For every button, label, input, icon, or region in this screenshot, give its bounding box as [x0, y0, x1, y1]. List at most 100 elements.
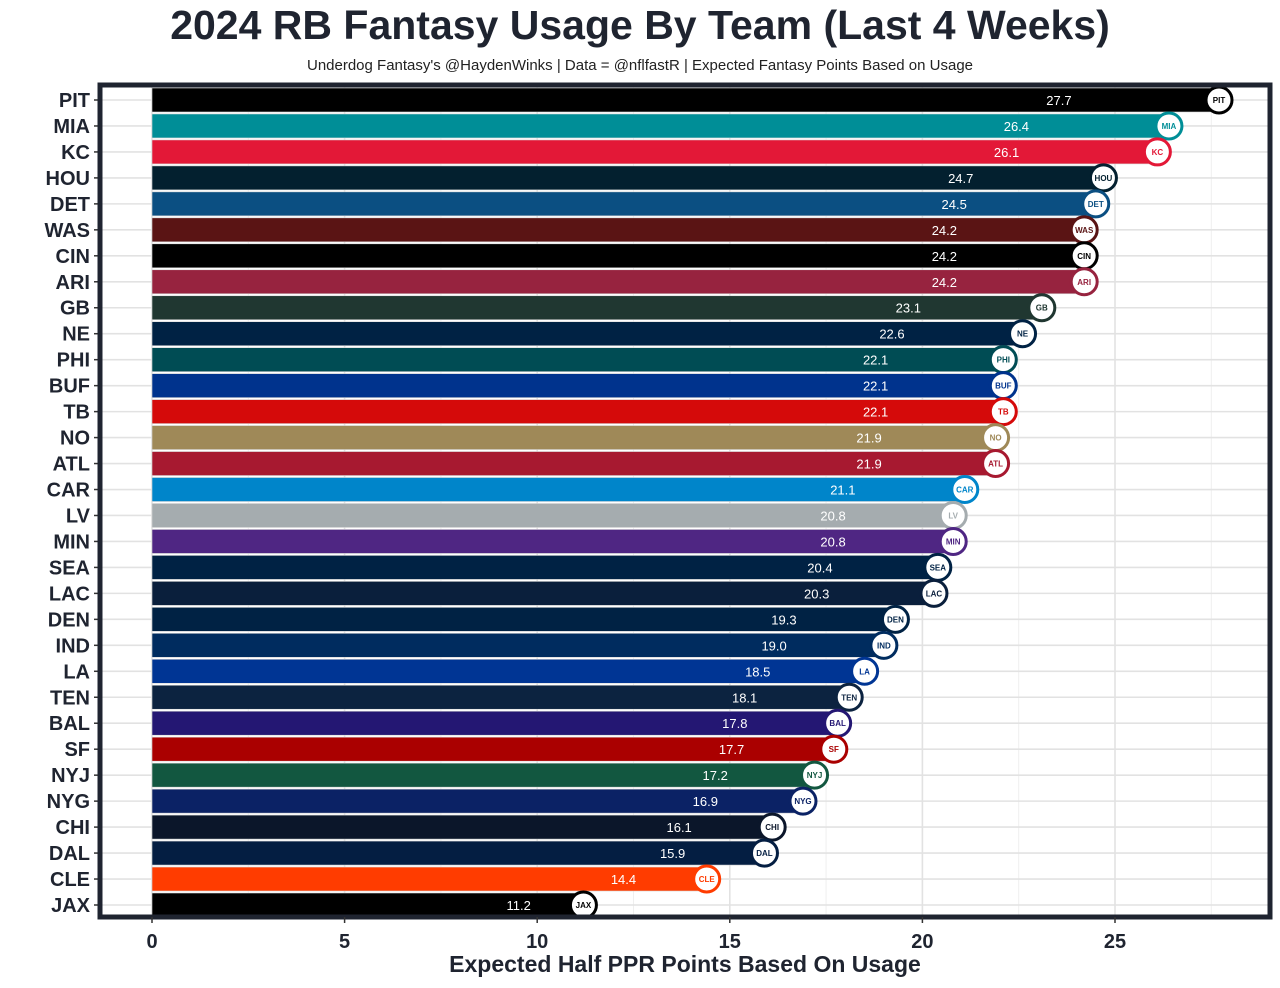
team-logo-text: LV — [948, 511, 958, 520]
y-tick-label: MIA — [53, 116, 90, 138]
x-tick-label: 20 — [911, 931, 933, 953]
team-logo-text: NYJ — [807, 771, 823, 780]
team-logo-sea: SEA — [923, 552, 953, 582]
y-tick-label: TB — [63, 402, 90, 424]
team-logo-icon — [988, 397, 1018, 427]
team-logo-text: NO — [990, 434, 1002, 443]
team-logo-icon — [819, 734, 849, 764]
y-tick-label: LAC — [49, 583, 90, 605]
y-tick-label: PIT — [59, 90, 90, 112]
team-logo-lac: LAC — [919, 578, 949, 608]
team-logo-text: ATL — [988, 460, 1003, 469]
y-tick-label: NYJ — [51, 765, 90, 787]
team-logo-hou: HOU — [1088, 163, 1118, 193]
team-logo-text: PHI — [997, 356, 1010, 365]
team-logo-nyg: NYG — [788, 786, 818, 816]
team-logo-text: DET — [1088, 200, 1104, 209]
chart-subtitle: Underdog Fantasy's @HaydenWinks | Data =… — [306, 57, 974, 74]
y-tick-label: CAR — [47, 480, 91, 502]
team-logo-mia: MIA — [1154, 111, 1184, 141]
y-tick-label: NE — [62, 324, 90, 346]
y-tick-label: MIN — [53, 531, 90, 553]
team-logo-min: MIN — [938, 526, 968, 556]
team-logo-icon — [981, 449, 1011, 479]
bar-den — [151, 607, 896, 632]
team-logo-text: ARI — [1077, 278, 1091, 287]
team-logo-icon — [950, 475, 980, 505]
value-label: 24.2 — [932, 249, 957, 264]
x-tick-label: 10 — [526, 931, 548, 953]
value-label: 22.6 — [879, 327, 904, 342]
y-tick-label: CIN — [56, 246, 90, 268]
chart-title: 2024 RB Fantasy Usage By Team (Last 4 We… — [170, 2, 1110, 48]
team-logo-text: NE — [1017, 330, 1029, 339]
team-logo-chi: CHI — [757, 812, 787, 842]
bar-chi — [151, 814, 773, 840]
team-logo-icon — [834, 682, 864, 712]
y-tick-label: ARI — [56, 272, 90, 294]
plot-border — [97, 82, 1273, 920]
team-logo-phi: PHI — [988, 345, 1018, 375]
team-logo-icon — [692, 864, 722, 894]
y-tick-label: CLE — [50, 869, 90, 891]
value-label: 22.1 — [863, 379, 888, 394]
value-label: 21.1 — [830, 483, 855, 498]
bar-was — [151, 217, 1085, 243]
y-tick-label: DEN — [48, 609, 90, 631]
value-label: 18.5 — [745, 664, 770, 679]
value-label: 27.7 — [1046, 93, 1071, 108]
value-label: 17.8 — [722, 716, 747, 731]
bar-buf — [151, 373, 1004, 398]
team-logo-text: TB — [998, 408, 1009, 417]
team-logo-kc: KC — [1142, 137, 1172, 167]
team-logo-text: HOU — [1095, 174, 1113, 183]
y-tick-label: DET — [50, 194, 90, 216]
team-logo-icon — [869, 630, 899, 660]
team-logo-text: NYG — [794, 797, 811, 806]
team-logo-buf: BUF — [988, 371, 1018, 401]
value-label: 24.2 — [932, 275, 957, 290]
team-logo-text: CLE — [699, 875, 716, 884]
bar-la — [151, 658, 865, 684]
team-logo-icon — [800, 760, 830, 790]
team-logo-text: BUF — [995, 382, 1012, 391]
bar-pit — [151, 87, 1220, 113]
x-tick-label: 25 — [1104, 931, 1126, 953]
team-logo-text: LAC — [926, 589, 943, 598]
y-tick-label: NO — [60, 428, 90, 450]
bar-ne — [151, 321, 1023, 347]
team-logo-jax: JAX — [568, 890, 598, 920]
value-label: 20.4 — [807, 560, 832, 575]
bar-cle — [151, 866, 707, 892]
team-logo-nyj: NYJ — [800, 760, 830, 790]
y-tick-label: TEN — [50, 687, 90, 709]
team-logo-text: LA — [859, 667, 870, 676]
team-logo-gb: GB — [1027, 293, 1057, 323]
team-logo-icon — [1154, 111, 1184, 141]
bar-kc — [151, 139, 1158, 165]
bar-bal — [151, 710, 838, 736]
team-logo-text: IND — [877, 641, 891, 650]
team-logo-dal: DAL — [749, 838, 779, 868]
team-logo-ind: IND — [869, 630, 899, 660]
team-logo-ari: ARI — [1069, 267, 1099, 297]
team-logo-text: MIN — [946, 537, 961, 546]
x-axis-label: Expected Half PPR Points Based On Usage — [449, 951, 921, 977]
team-logo-sf: SF — [819, 734, 849, 764]
y-tick-label: PHI — [57, 350, 90, 372]
team-logo-icon — [1088, 163, 1118, 193]
value-label: 26.4 — [1004, 119, 1029, 134]
team-logo-text: DEN — [887, 615, 904, 624]
team-logo-icon — [850, 656, 880, 686]
value-label: 14.4 — [611, 872, 636, 887]
value-label: 18.1 — [732, 690, 757, 705]
team-logo-icon — [938, 526, 968, 556]
value-label: 16.1 — [666, 820, 691, 835]
value-label: 19.3 — [771, 612, 796, 627]
team-logo-text: BAL — [829, 719, 846, 728]
team-logo-text: DAL — [756, 849, 773, 858]
value-label: 24.7 — [948, 171, 973, 186]
team-logo-icon — [1069, 267, 1099, 297]
value-label: 19.0 — [761, 638, 786, 653]
value-label: 17.2 — [703, 768, 728, 783]
